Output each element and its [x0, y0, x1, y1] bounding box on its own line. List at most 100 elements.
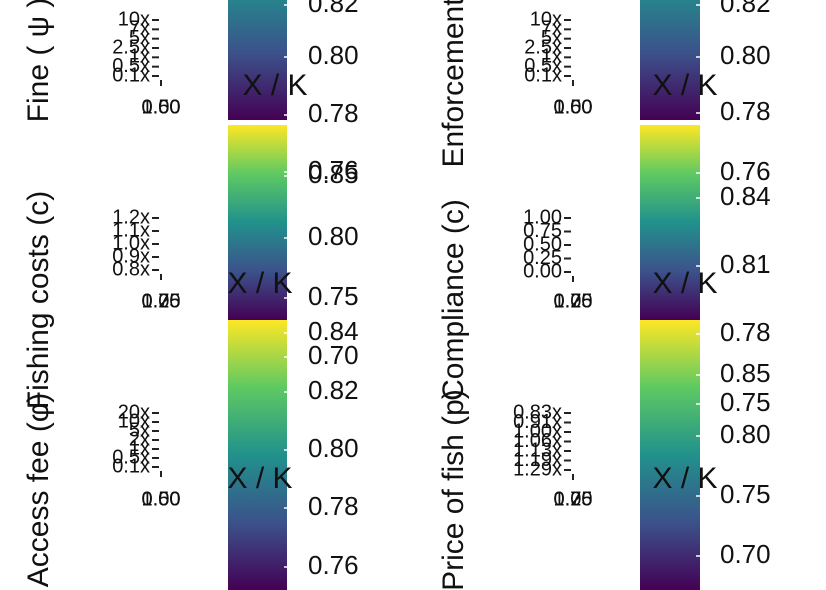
y-tick-label: 5x	[541, 27, 562, 49]
colorbar	[640, 0, 700, 120]
y-tick-label: 1.29x	[513, 458, 562, 480]
y-tick-label: 1.00	[523, 206, 562, 228]
y-tick-label: 7x	[541, 18, 562, 40]
legend-label: 0.70	[720, 539, 771, 569]
legend-label: 0.75	[308, 281, 359, 311]
x-tick-label: 1.00	[554, 290, 593, 312]
y-tick-label: 10x	[118, 410, 150, 432]
y-tick-label: 10x	[118, 8, 150, 30]
y-tick-label: 1.1x	[112, 219, 150, 241]
legend-label: 0.85	[720, 358, 771, 388]
legend-label: 0.82	[720, 0, 771, 18]
y-tick-label: 1x	[129, 46, 150, 68]
legend-label: 0.78	[720, 96, 771, 126]
x-tick-label: 1.00	[142, 488, 181, 510]
x-tick-label: 0.75	[554, 290, 593, 312]
legend-label: 0.75	[720, 479, 771, 509]
legend-title: X / K	[652, 462, 717, 495]
x-tick-label: 1.00	[142, 290, 181, 312]
x-tick-label: 1.00	[554, 96, 593, 118]
legend-label: 0.85	[308, 159, 359, 189]
y-tick-label: 0.9x	[112, 245, 150, 267]
y-tick-label: 5x	[129, 27, 150, 49]
y-tick-label: 1.0x	[112, 232, 150, 254]
y-tick-label: 7x	[129, 18, 150, 40]
y-tick-label: 5x	[129, 419, 150, 441]
y-tick-label: 0.25	[523, 247, 562, 269]
x-tick-label: 0.50	[554, 96, 593, 118]
y-tick-label: 0.8x	[112, 258, 150, 280]
y-tick-label: 1.13x	[513, 439, 562, 461]
x-tick-label: 0.25	[142, 290, 181, 312]
legend-label: 0.75	[720, 387, 771, 417]
x-tick-label: 0.75	[142, 290, 181, 312]
y-tick-label: 2.5x	[112, 36, 150, 58]
legend-label: 0.76	[720, 156, 771, 186]
y-axis-title: Fishing costs (c)	[22, 191, 55, 409]
legend-label: 0.80	[720, 419, 771, 449]
colorbar	[228, 0, 287, 120]
y-tick-label: 2x	[129, 428, 150, 450]
y-axis-title: Fine ( ψ )	[22, 0, 55, 122]
y-tick-label: 10x	[530, 8, 562, 30]
legend-label: 0.80	[720, 40, 771, 70]
legend-title: X / K	[227, 267, 292, 300]
legend-label: 0.80	[308, 221, 359, 251]
legend-label: 0.78	[308, 491, 359, 521]
y-axis-title: Compliance (c)	[437, 199, 470, 401]
y-tick-label: 0.50	[523, 233, 562, 255]
colorbar	[228, 320, 287, 590]
y-tick-label: 0.83x	[513, 401, 562, 423]
y-tick-label: 1.06x	[513, 430, 562, 452]
x-tick-label: 0.50	[142, 488, 181, 510]
x-tick-label: 0.00	[142, 488, 181, 510]
y-tick-label: 0.91x	[513, 411, 562, 433]
legend-label: 0.76	[308, 550, 359, 580]
legend-label: 0.80	[308, 40, 359, 70]
y-tick-label: 20x	[118, 401, 150, 423]
y-tick-label: 0.75	[523, 220, 562, 242]
x-tick-label: 0.00	[554, 96, 593, 118]
x-tick-label: 0.75	[554, 488, 593, 510]
y-tick-label: 0.1x	[112, 64, 150, 86]
legend-label: 0.78	[720, 317, 771, 347]
y-tick-label: 0.5x	[112, 55, 150, 77]
y-tick-label: 1x	[129, 437, 150, 459]
legend-label: 0.84	[308, 316, 359, 346]
y-tick-label: 0.5x	[112, 446, 150, 468]
x-tick-label: 1.00	[554, 488, 593, 510]
x-tick-label: 1.00	[142, 96, 181, 118]
y-tick-label: 1x	[541, 46, 562, 68]
y-tick-label: 0.5x	[524, 55, 562, 77]
x-tick-label: 0.25	[554, 488, 593, 510]
legend-label: 0.78	[308, 98, 359, 128]
x-tick-label: 0.50	[142, 96, 181, 118]
legend-label: 0.76	[308, 155, 359, 185]
y-tick-label: 1.2x	[112, 206, 150, 228]
y-tick-label: 1.00x	[513, 420, 562, 442]
y-tick-label: 0.00	[523, 260, 562, 282]
legend-title: X / K	[242, 69, 307, 102]
y-tick-label: 0.1x	[112, 455, 150, 477]
y-axis-title: Price of fish (p)	[437, 389, 470, 590]
legend-label: 0.82	[308, 0, 359, 18]
x-tick-label: 0.25	[554, 290, 593, 312]
legend-label: 0.84	[720, 181, 771, 211]
y-tick-label: 2.5x	[524, 36, 562, 58]
legend-label: 0.80	[308, 433, 359, 463]
legend-label: 0.70	[308, 340, 359, 370]
legend-title: X / K	[652, 267, 717, 300]
legend-title: X / K	[227, 462, 292, 495]
x-tick-label: 0.00	[142, 96, 181, 118]
y-tick-label: 0.1x	[524, 64, 562, 86]
colorbar	[640, 320, 700, 590]
legend-title: X / K	[652, 69, 717, 102]
y-axis-title: Enforcement (e)	[437, 0, 470, 168]
colorbar	[228, 125, 287, 320]
legend-label: 0.82	[308, 375, 359, 405]
y-axis-title: Access fee (φ)	[22, 393, 55, 588]
colorbar	[640, 125, 700, 320]
legend-label: 0.81	[720, 249, 771, 279]
y-tick-label: 1.19x	[513, 449, 562, 471]
